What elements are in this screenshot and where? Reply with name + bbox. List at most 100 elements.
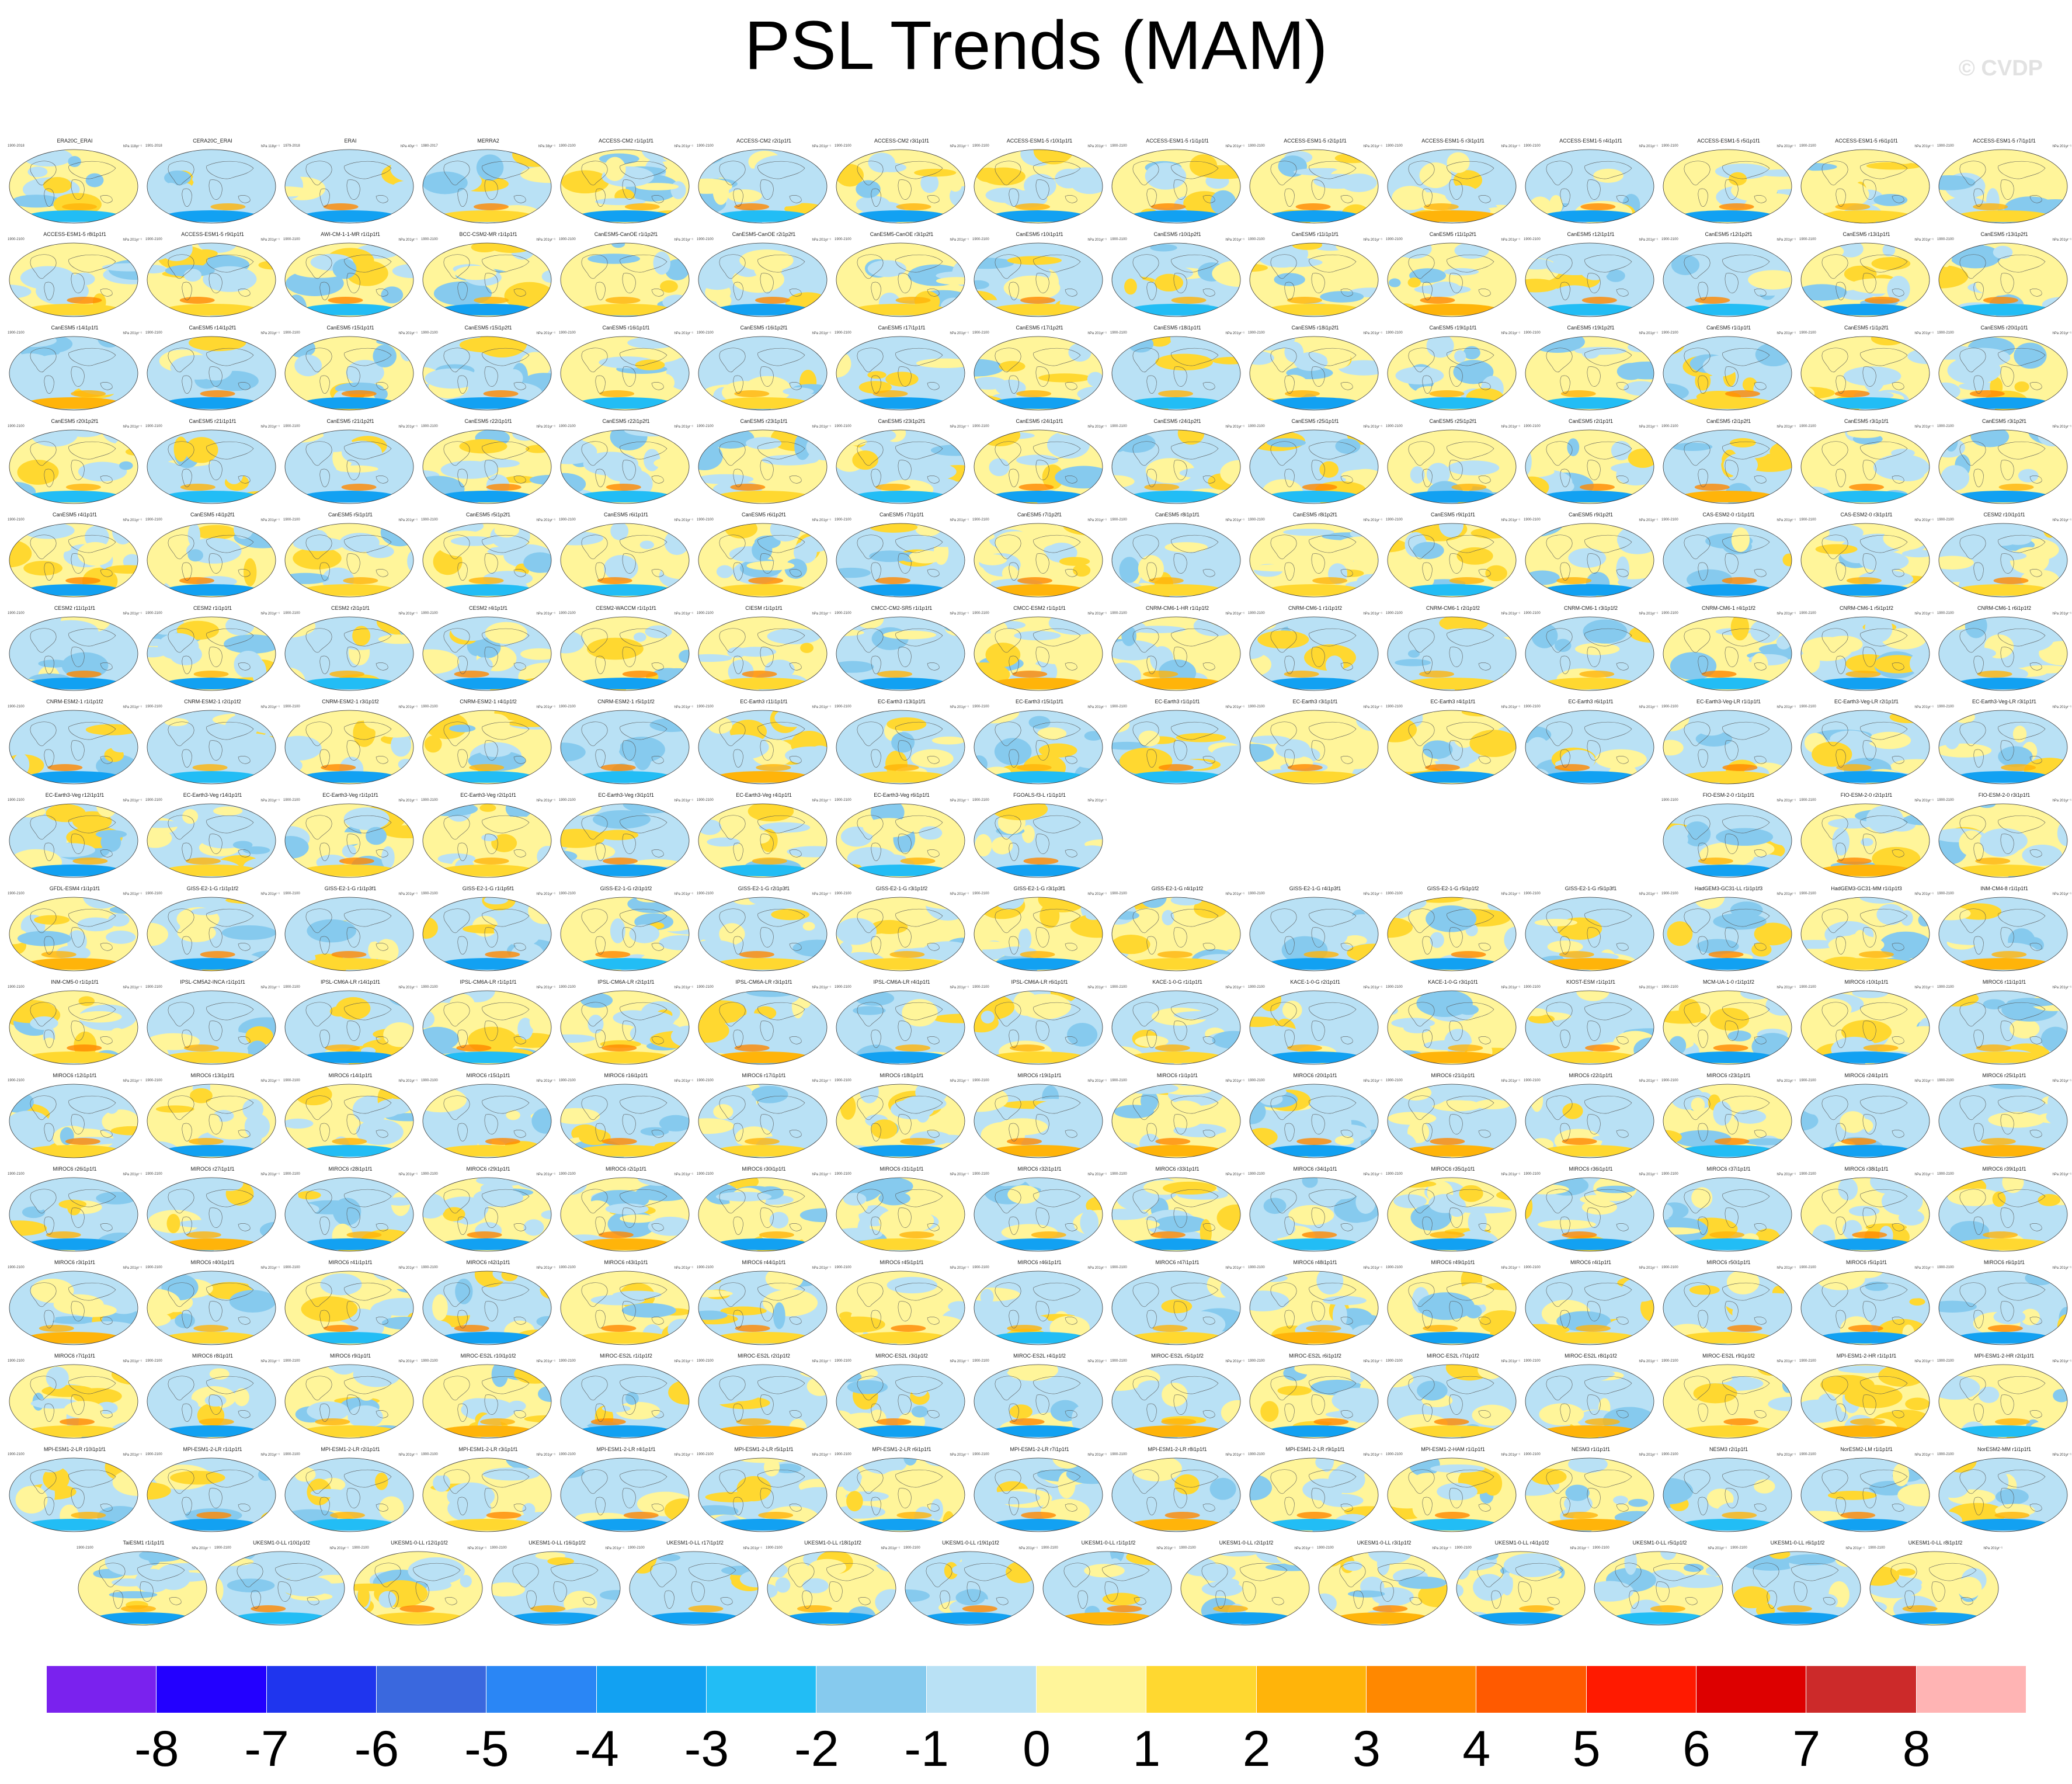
panel-title: MIROC-ES2L r3i1p1f2 xyxy=(875,1353,928,1359)
trend-map xyxy=(905,1551,1034,1626)
panel-title: MIROC6 r18i1p1f1 xyxy=(879,1073,924,1078)
trend-map xyxy=(1387,149,1517,224)
panel-years: 1900-2100 xyxy=(1937,1266,1954,1269)
panel-units: hPa 201yr⁻¹ xyxy=(1914,1173,1934,1176)
map-panel: IPSL-CM6A-LR r14i1p1f1 1900-2100 hPa 201yr… xyxy=(281,979,419,1067)
panel-years: 1900-2100 xyxy=(421,892,438,896)
map-panel: CNRM-CM6-1 r5i1p1f2 1900-2100 hPa 201yr⁻¹ xyxy=(1798,605,1935,693)
panel-years: 1900-2100 xyxy=(283,331,300,335)
map-panel: CanESM5 r8i1p1f1 1900-2100 hPa 201yr⁻¹ xyxy=(1108,512,1246,599)
panel-years: 1900-2100 xyxy=(1799,238,1816,241)
panel-title: EC-Earth3-Veg r1i1p1f1 xyxy=(322,792,378,798)
map-panel: MIROC6 r2i1p1f1 1900-2100 hPa 201yr⁻¹ xyxy=(557,1166,695,1254)
trend-map xyxy=(974,336,1103,411)
map-panel: CNRM-CM6-1 r1i1p1f2 1900-2100 hPa 201yr⁻¹ xyxy=(1246,605,1384,693)
panel-units: hPa 201yr⁻¹ xyxy=(950,425,969,429)
panel-years: 1900-2100 xyxy=(972,425,989,428)
panel-title: MIROC6 r16i1p1f1 xyxy=(604,1073,648,1078)
trend-map xyxy=(422,523,552,598)
map-panel: CanESM5 r13i1p2f1 1900-2100 hPa 201yr⁻¹ xyxy=(1935,231,2072,319)
panel-units: hPa 201yr⁻¹ xyxy=(123,1266,142,1270)
map-panel: CNRM-ESM2-1 r1i1p1f2 1900-2100 hPa 201yr⁻¹ xyxy=(6,699,144,786)
panel-title: MIROC-ES2L r7i1p1f2 xyxy=(1427,1353,1479,1359)
trend-map xyxy=(1800,1084,1930,1158)
panel-units: hPa 201yr⁻¹ xyxy=(2052,799,2071,803)
map-panel: CAS-ESM2-0 r1i1p1f1 1900-2100 hPa 201yr⁻¹ xyxy=(1660,512,1798,599)
panel-years: 1900-2018 xyxy=(8,144,25,148)
panel-units: hPa 201yr⁻¹ xyxy=(1087,986,1107,990)
trend-map xyxy=(698,1271,828,1345)
panel-title: MIROC6 r26i1p1f1 xyxy=(53,1166,97,1172)
map-panel: MIROC6 r24i1p1f1 1900-2100 hPa 201yr⁻¹ xyxy=(1798,1073,1935,1160)
trend-map xyxy=(560,523,690,598)
trend-map xyxy=(1249,990,1379,1065)
trend-map xyxy=(1800,1271,1930,1345)
map-panel: UKESM1-0-LL r17i1p1f2 1900-2100 hPa 201yr⁻… xyxy=(626,1540,764,1627)
trend-map xyxy=(1800,803,1930,878)
trend-map xyxy=(1938,1271,2068,1345)
panel-title: UKESM1-0-LL r1i1p1f2 xyxy=(1081,1540,1136,1546)
trend-map xyxy=(1594,1551,1723,1626)
panel-units: hPa 201yr⁻¹ xyxy=(1294,1547,1313,1550)
panel-title: CNRM-CM6-1 r3i1p1f2 xyxy=(1563,605,1618,611)
panel-years: 1900-2100 xyxy=(1661,892,1678,896)
panel-years: 1900-2100 xyxy=(1248,331,1265,335)
panel-title: MIROC6 r24i1p1f1 xyxy=(1844,1073,1889,1078)
panel-years: 1900-2100 xyxy=(835,985,851,989)
map-panel: UKESM1-0-LL r4i1p1f2 1900-2100 hPa 201yr⁻¹ xyxy=(1453,1540,1591,1627)
panel-years: 1900-2100 xyxy=(1524,238,1541,241)
map-panel: MPI-ESM1-2-LR r10i1p1f1 1900-2100 hPa 201y… xyxy=(6,1446,144,1534)
panel-title: CanESM5 r7i1p2f1 xyxy=(1017,512,1062,518)
map-panel: NorESM2-MM r1i1p1f1 1900-2100 hPa 201yr⁻¹ xyxy=(1935,1446,2072,1534)
map-panel: GISS-E2-1-G r4i1p3f1 1900-2100 hPa 201yr⁻¹ xyxy=(1246,886,1384,973)
trend-map xyxy=(1111,336,1241,411)
panel-years: 1900-2100 xyxy=(972,1359,989,1363)
trend-map xyxy=(1663,897,1792,971)
panel-title: EC-Earth3-Veg-LR r3i1p1f1 xyxy=(1972,699,2037,704)
panel-units: hPa 201yr⁻¹ xyxy=(398,986,418,990)
trend-map xyxy=(1387,990,1517,1065)
panel-years: 1900-2100 xyxy=(559,799,576,802)
panel-years: 1900-2100 xyxy=(1248,612,1265,615)
panel-years: 1900-2100 xyxy=(1386,1359,1403,1363)
trend-map xyxy=(560,897,690,971)
panel-years: 1900-2100 xyxy=(1937,518,1954,522)
panel-years: 1900-2100 xyxy=(1524,892,1541,896)
trend-map xyxy=(422,149,552,224)
map-panel: CanESM5 r15i1p1f1 1900-2100 hPa 201yr⁻¹ xyxy=(281,325,419,412)
panel-title: CanESM5 r6i1p2f1 xyxy=(741,512,787,518)
panel-years: 1900-2100 xyxy=(145,238,162,241)
trend-map xyxy=(698,990,828,1065)
panel-years: 1900-2100 xyxy=(972,1079,989,1082)
panel-units: hPa 201yr⁻¹ xyxy=(950,799,969,803)
map-panel: CanESM5 r18i1p2f1 1900-2100 hPa 201yr⁻¹ xyxy=(1246,325,1384,412)
colorbar-labels: -8 -7 -6 -5 -4 -3 -2 -1 0 1 2 3 4 5 6 7 8 xyxy=(47,1720,2026,1779)
panel-years: 1900-2100 xyxy=(1799,1359,1816,1363)
map-panel: MPI-ESM1-2-LR r8i1p1f1 1900-2100 hPa 201yr… xyxy=(1108,1446,1246,1534)
trend-map xyxy=(491,1551,621,1626)
panel-title: CanESM5 r3i1p2f1 xyxy=(1981,418,2027,424)
trend-map xyxy=(974,616,1103,691)
trend-map xyxy=(560,1177,690,1252)
panel-years: 1900-2100 xyxy=(145,1079,162,1082)
panel-years: 1900-2100 xyxy=(1110,1079,1127,1082)
panel-title: MIROC6 r30i1p1f1 xyxy=(742,1166,786,1172)
panel-title: KIOST-ESM r1i1p1f1 xyxy=(1566,979,1616,985)
panel-units: hPa 201yr⁻¹ xyxy=(674,1173,693,1176)
panel-units: hPa 201yr⁻¹ xyxy=(1639,986,1658,990)
panel-title: CAS-ESM2-0 r1i1p1f1 xyxy=(1702,512,1755,518)
trend-map xyxy=(836,990,965,1065)
panel-years: 1900-2100 xyxy=(283,985,300,989)
panel-years: 1900-2100 xyxy=(697,892,714,896)
panel-years: 1900-2100 xyxy=(283,1079,300,1082)
panel-units: hPa 201yr⁻¹ xyxy=(743,1547,762,1550)
panel-units: hPa 201yr⁻¹ xyxy=(2052,145,2071,148)
panel-units: hPa 201yr⁻¹ xyxy=(1501,1080,1520,1083)
panel-title: CanESM5 r24i1p2f1 xyxy=(1153,418,1201,424)
trend-map xyxy=(284,897,414,971)
panel-units: hPa 201yr⁻¹ xyxy=(536,1360,555,1363)
trend-map xyxy=(1800,149,1930,224)
panel-years: 1900-2100 xyxy=(352,1546,369,1550)
panel-title: CNRM-CM6-1-HR r1i1p1f2 xyxy=(1145,605,1209,611)
panel-years: 1900-2100 xyxy=(1730,1546,1747,1550)
